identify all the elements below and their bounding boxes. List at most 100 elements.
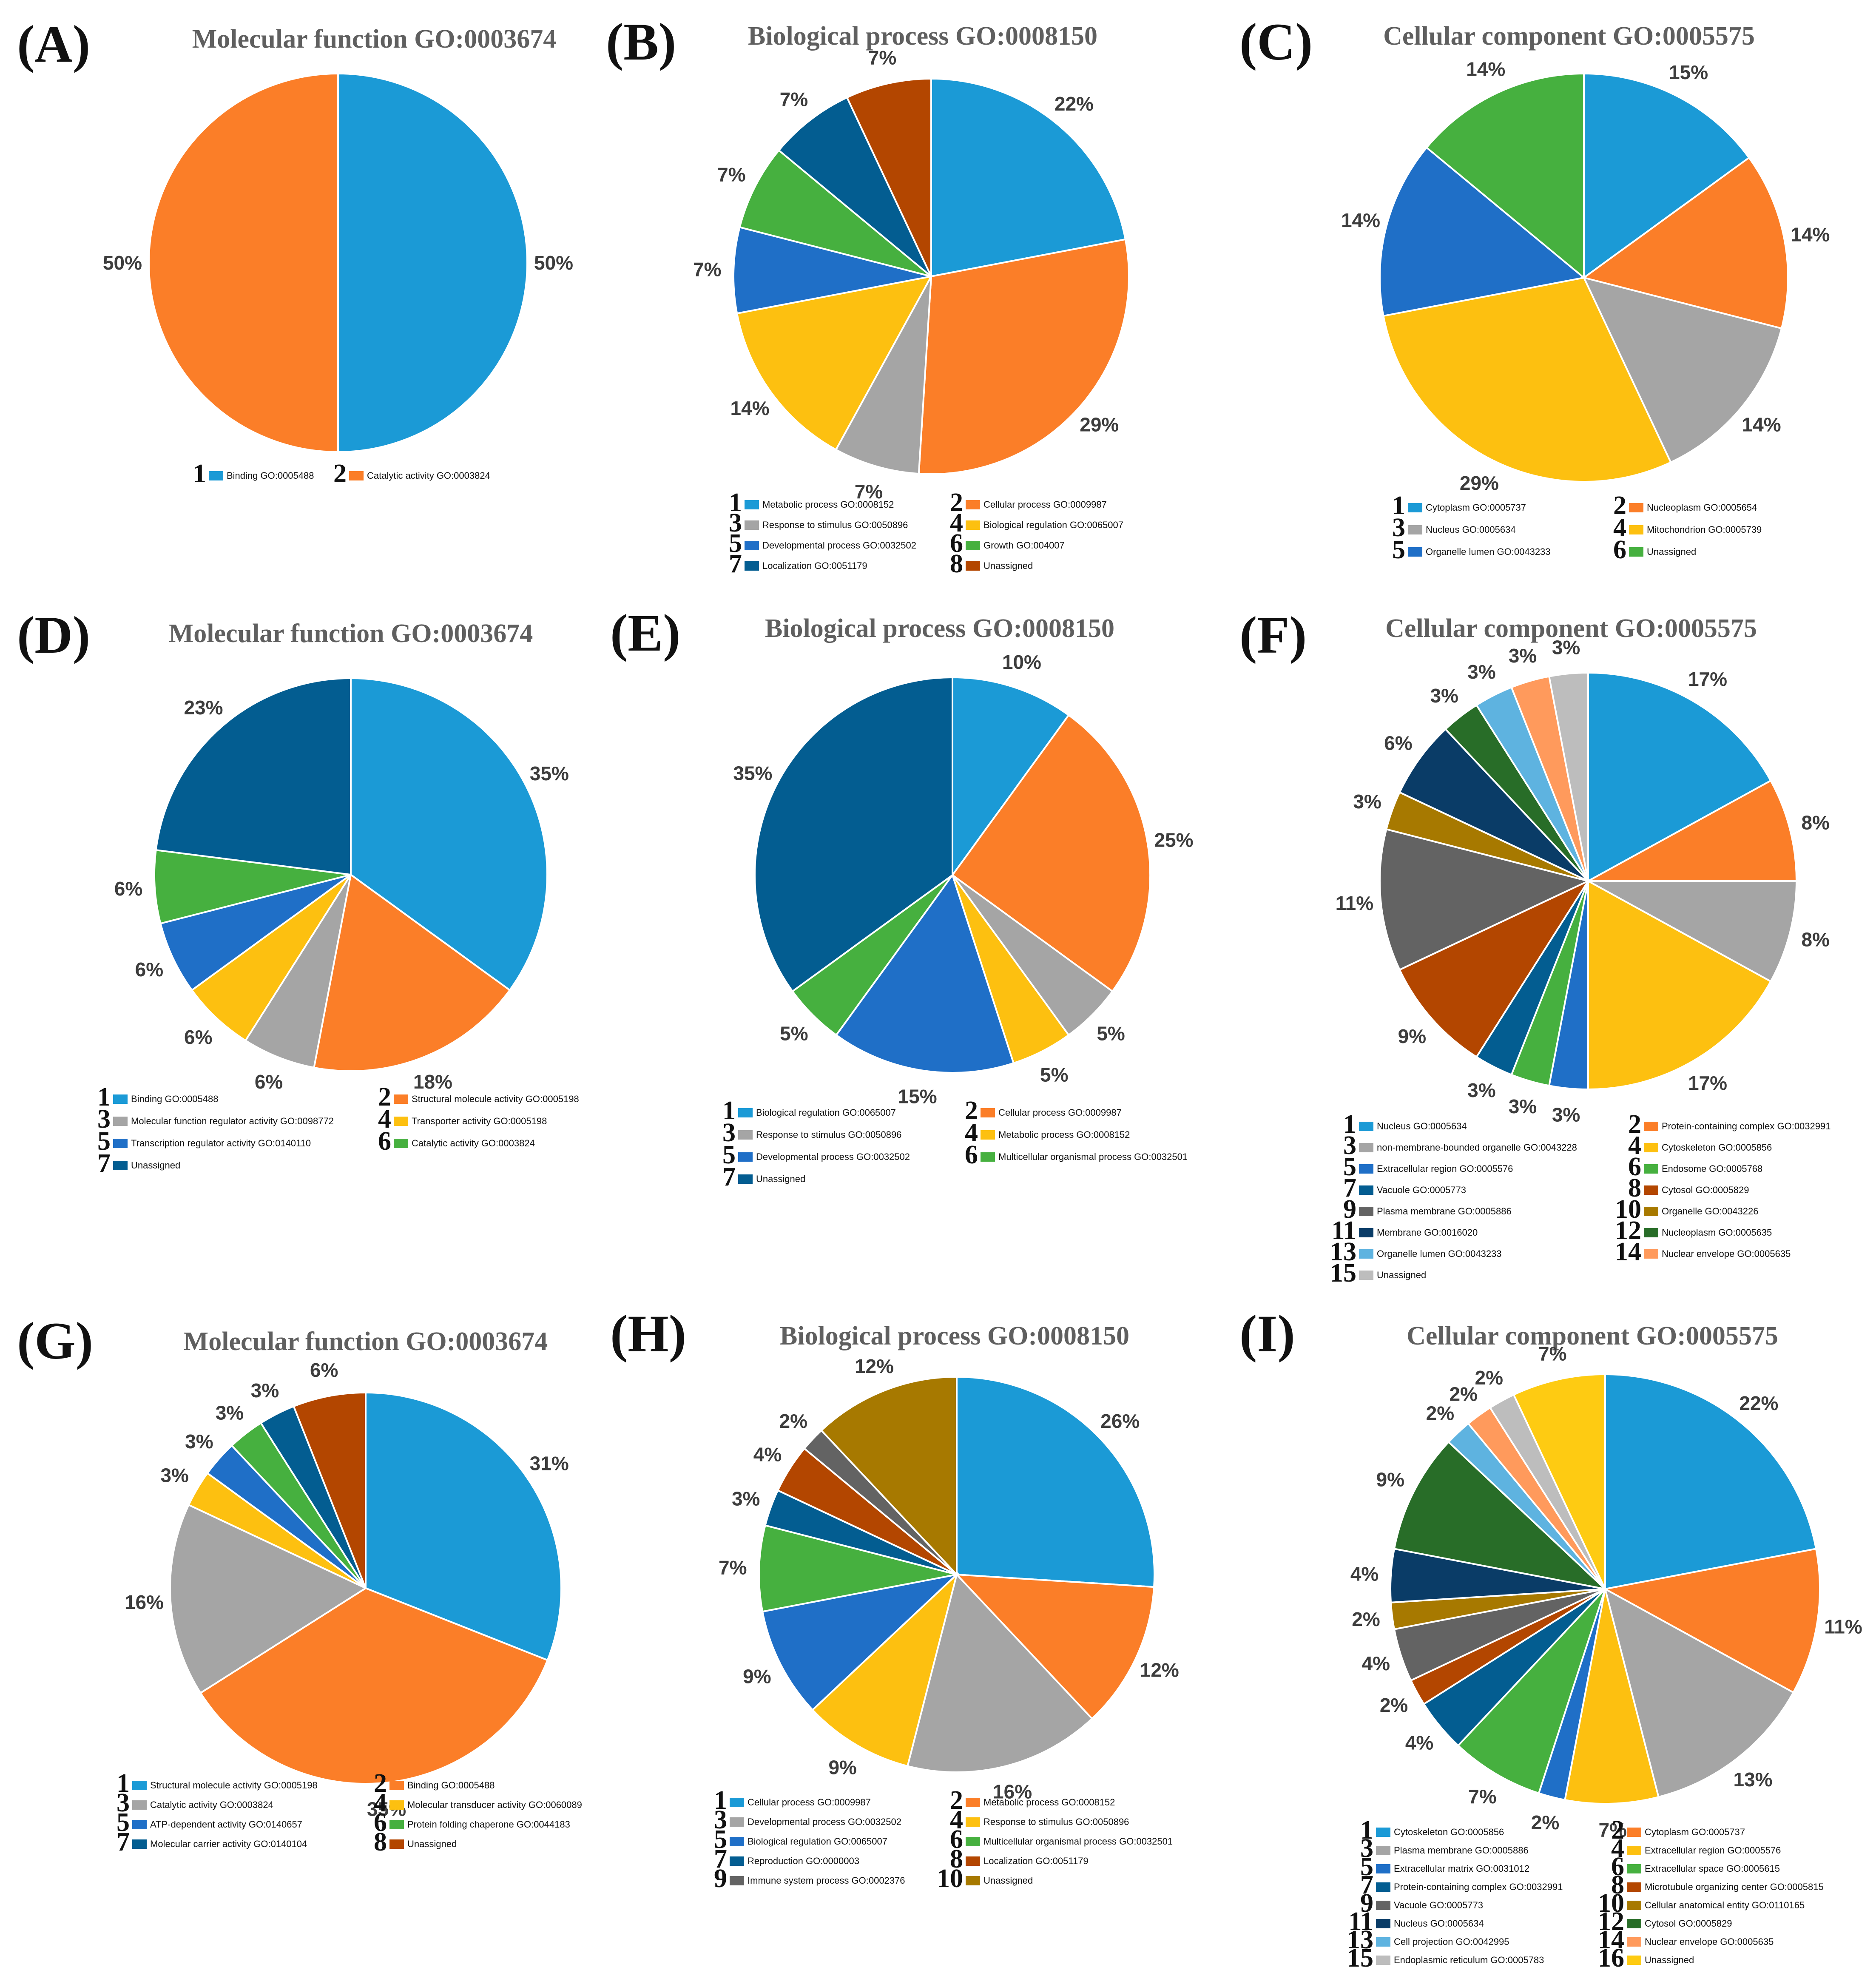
pie-slice <box>846 77 932 277</box>
legend-number: 6 <box>950 1825 963 1854</box>
legend-swatch <box>1627 1901 1641 1910</box>
panel-g: (G) Molecular function GO:000367431%35%16… <box>17 1312 582 1856</box>
pie-slice <box>1548 671 1589 881</box>
data-label: 7% <box>719 1556 747 1578</box>
legend-label: Cytoskeleton GO:0005856 <box>1394 1827 1504 1837</box>
legend-swatch <box>738 1108 753 1117</box>
data-label: 3% <box>185 1430 213 1453</box>
legend-number: 2 <box>965 1096 978 1125</box>
data-label: 3% <box>1353 790 1381 813</box>
legend-number: 5 <box>729 529 742 558</box>
legend-number: 9 <box>1360 1889 1373 1918</box>
legend-number: 7 <box>1360 1870 1373 1899</box>
legend-number: 1 <box>1392 491 1405 520</box>
pie-slice <box>811 1572 958 1767</box>
legend-swatch <box>1359 1271 1373 1280</box>
legend-swatch <box>1359 1228 1373 1237</box>
data-label: 35% <box>733 762 772 785</box>
legend-number: 8 <box>950 549 963 578</box>
legend-number: 7 <box>714 1845 727 1873</box>
data-label: 2% <box>1380 1694 1408 1716</box>
legend-swatch <box>730 1876 744 1885</box>
legend-label: Plasma membrane GO:0005886 <box>1377 1206 1512 1217</box>
chart-title: Cellular component GO:0005575 <box>1385 614 1757 643</box>
legend-label: Vacuole GO:0005773 <box>1394 1900 1483 1910</box>
panel-a: (A) Molecular function GO:0003674 50% 50% 1 B… <box>17 15 573 488</box>
legend-swatch <box>966 1876 980 1885</box>
chart-title: Biological process GO:0008150 <box>765 614 1114 643</box>
legend-swatch <box>981 1130 995 1140</box>
data-label: 23% <box>184 696 223 719</box>
legend-swatch <box>1629 525 1643 534</box>
legend-label: Metabolic process GO:0008152 <box>998 1129 1130 1140</box>
panel-letter: (F) <box>1239 606 1307 664</box>
legend-number: 2 <box>1613 491 1626 520</box>
pie-slice <box>148 72 339 453</box>
legend-number: 1 <box>97 1083 111 1111</box>
legend-label: Vacuole GO:0005773 <box>1377 1185 1466 1195</box>
pie-slice <box>155 677 352 876</box>
data-label: 4% <box>1362 1652 1390 1674</box>
legend-number: 3 <box>722 1118 736 1147</box>
data-label: 14% <box>1791 223 1830 245</box>
legend-number: 5 <box>714 1825 727 1854</box>
pie-slice <box>153 849 351 925</box>
legend-label: Cellular process GO:0009987 <box>748 1797 871 1808</box>
legend-swatch <box>209 471 223 480</box>
legend-swatch <box>1376 1846 1390 1855</box>
legend-swatch <box>1627 1937 1641 1947</box>
legend-number: 7 <box>97 1149 111 1178</box>
legend-swatch <box>394 1139 408 1148</box>
pie-slice <box>1398 879 1591 1058</box>
pie-slice <box>930 77 1127 278</box>
legend-number: 3 <box>714 1805 727 1834</box>
legend-swatch <box>389 1781 404 1790</box>
legend-swatch <box>1644 1164 1658 1174</box>
legend-label: Organelle lumen GO:0043233 <box>1377 1248 1502 1259</box>
pie-slice <box>1583 72 1751 279</box>
pie-slice <box>820 1376 958 1577</box>
legend-number: 1 <box>722 1096 736 1125</box>
legend-label: Cytosol GO:0005829 <box>1662 1185 1749 1195</box>
legend-number: 2 <box>950 488 963 517</box>
legend-number: 13 <box>1330 1237 1356 1266</box>
legend-label: Reproduction GO:0000003 <box>748 1856 859 1866</box>
data-label: 9% <box>1376 1469 1404 1491</box>
legend-swatch <box>1359 1122 1373 1131</box>
pie-slice <box>791 874 953 1036</box>
legend-number: 4 <box>1613 513 1626 542</box>
data-label: 29% <box>1080 414 1119 436</box>
legend-swatch <box>394 1117 408 1126</box>
data-label: 2% <box>779 1410 807 1432</box>
data-label: 7% <box>855 480 883 503</box>
legend-number: 3 <box>1392 513 1405 542</box>
pie-slice <box>244 874 352 1069</box>
data-label: 2% <box>1531 1811 1559 1833</box>
legend-label: Response to stimulus GO:0050896 <box>756 1129 901 1140</box>
legend-number: 4 <box>1611 1834 1624 1863</box>
legend-swatch <box>1644 1122 1658 1131</box>
legend-label: Cytoplasm GO:0005737 <box>1645 1827 1745 1837</box>
legend-number: 4 <box>374 1788 387 1817</box>
legend-swatch <box>1627 1919 1641 1928</box>
legend-label: non-membrane-bounded organelle GO:004322… <box>1377 1142 1577 1153</box>
legend-label: Unassigned <box>131 1160 180 1171</box>
legend-label: Catalytic activity GO:0003824 <box>367 470 490 481</box>
pie-slice <box>159 874 352 992</box>
legend-label: Nucleoplasm GO:0005654 <box>1647 502 1757 513</box>
pie-slice <box>951 714 1151 993</box>
legend-number: 2 <box>378 1083 391 1111</box>
legend-swatch <box>1627 1846 1641 1855</box>
legend-swatch <box>349 471 364 480</box>
data-label: 7% <box>1538 1343 1566 1365</box>
data-label: 2% <box>1449 1383 1477 1405</box>
legend-label: Structural molecule activity GO:0005198 <box>412 1094 579 1104</box>
legend-label: Multicellular organismal process GO:0032… <box>983 1836 1173 1847</box>
data-label: 3% <box>160 1464 188 1486</box>
legend-label: Binding GO:0005488 <box>131 1094 219 1104</box>
legend-number: 4 <box>378 1105 391 1134</box>
legend-swatch <box>738 1130 753 1140</box>
legend-label: Unassigned <box>1645 1955 1694 1965</box>
legend-number: 5 <box>722 1140 736 1169</box>
pie-slice <box>1457 1588 1606 1794</box>
